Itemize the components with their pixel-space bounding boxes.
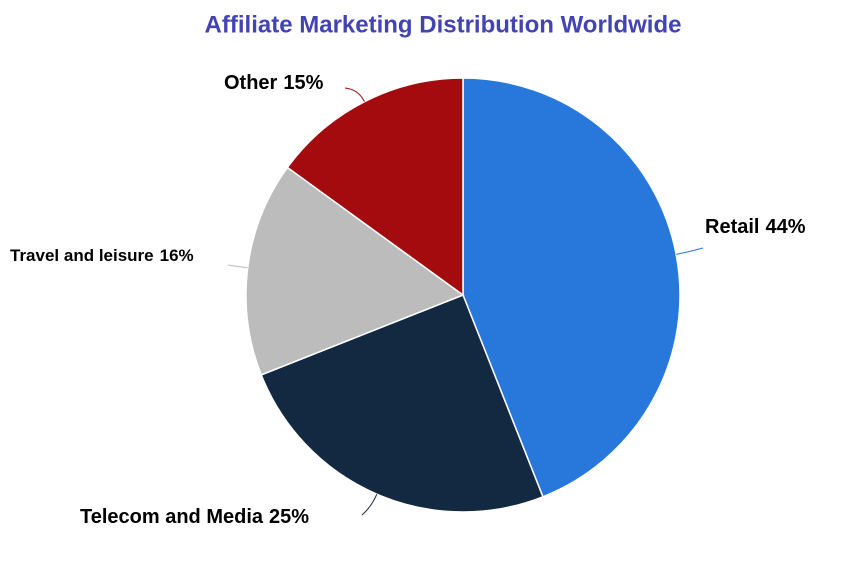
category-label: Other [224,72,278,94]
leader-line [227,264,248,269]
value-label: 44% [765,216,805,238]
value-label: 16% [160,246,194,265]
chart-title: Affiliate Marketing Distribution Worldwi… [205,11,682,38]
category-label: Retail [705,216,759,238]
pie-slice [286,77,464,297]
leader-line [676,247,704,255]
data-label: Travel and leisure 16% [10,246,194,265]
data-label: Retail 44% [705,216,806,238]
pie-slice [462,77,681,498]
value-label: 15% [283,72,323,94]
leader-line [361,493,378,516]
data-label: Other 15% [224,72,324,94]
data-label: Telecom and Media 25% [80,506,309,528]
category-label: Travel and leisure [10,246,154,265]
leader-line [344,87,365,102]
value-label: 25% [269,506,309,528]
category-label: Telecom and Media [80,506,264,528]
